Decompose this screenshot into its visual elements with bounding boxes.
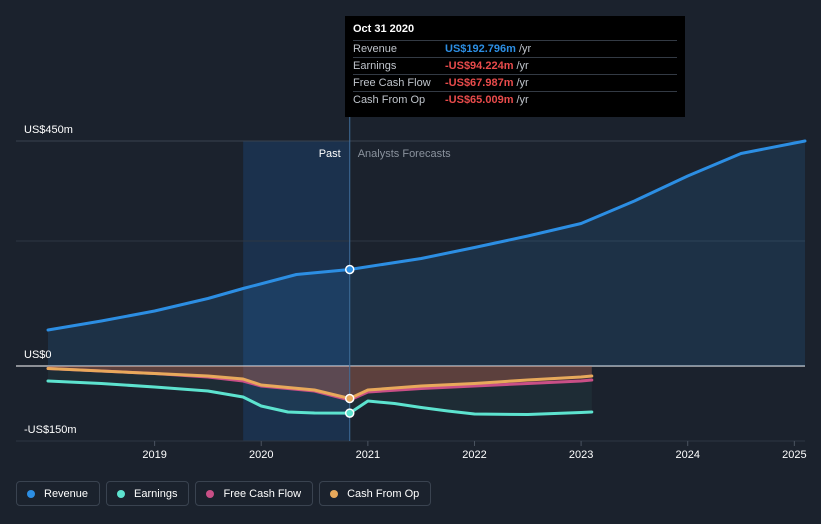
tooltip-row-earnings: Earnings -US$94.224m /yr bbox=[353, 57, 677, 74]
tooltip-row-value: US$192.796m bbox=[445, 43, 516, 55]
legend-label: Revenue bbox=[44, 487, 89, 500]
tooltip-row-cash-from-op: Cash From Op -US$65.009m /yr bbox=[353, 91, 677, 108]
x-tick-label: 2020 bbox=[249, 449, 273, 461]
cash-from-op-line bbox=[46, 367, 594, 400]
tooltip-row-unit: /yr bbox=[516, 60, 529, 72]
x-tick-label: 2022 bbox=[462, 449, 486, 461]
y-axis-label: -US$150m bbox=[24, 424, 77, 436]
tooltip-row-revenue: Revenue US$192.796m /yr bbox=[353, 40, 677, 57]
x-tick-label: 2021 bbox=[356, 449, 380, 461]
x-tick-label: 2019 bbox=[142, 449, 166, 461]
y-axis-label: US$0 bbox=[24, 349, 52, 361]
legend-revenue-button[interactable]: Revenue bbox=[16, 481, 101, 506]
legend-dot-icon bbox=[330, 489, 339, 498]
tooltip-row-unit: /yr bbox=[516, 94, 529, 106]
tooltip-row-unit: /yr bbox=[516, 77, 529, 89]
y-axis-label: US$450m bbox=[24, 124, 73, 136]
legend-label: Free Cash Flow bbox=[223, 487, 302, 500]
tooltip-row-value: -US$94.224m bbox=[445, 60, 514, 72]
legend-dot-icon bbox=[27, 489, 35, 498]
revenue-line bbox=[46, 139, 807, 332]
legend-dot-icon bbox=[206, 489, 215, 498]
legend-dot-icon bbox=[117, 489, 126, 498]
tooltip-row-free-cash-flow: Free Cash Flow -US$67.987m /yr bbox=[353, 74, 677, 91]
legend-earnings-button[interactable]: Earnings bbox=[106, 481, 190, 506]
x-tick-label: 2024 bbox=[675, 449, 699, 461]
earnings-marker bbox=[344, 408, 355, 418]
past-label: Past bbox=[319, 148, 341, 160]
legend-cash-from-op-button[interactable]: Cash From Op bbox=[319, 481, 432, 506]
tooltip-row-label: Cash From Op bbox=[353, 94, 426, 106]
legend-label: Cash From Op bbox=[347, 487, 420, 500]
forecast-label: Analysts Forecasts bbox=[358, 148, 451, 160]
tooltip-row-value: -US$67.987m bbox=[445, 77, 514, 89]
x-tick-label: 2025 bbox=[782, 449, 806, 461]
revenue-area bbox=[48, 141, 805, 366]
x-tick-label: 2023 bbox=[569, 449, 593, 461]
legend: Revenue Earnings Free Cash Flow Cash Fro… bbox=[16, 481, 432, 506]
tooltip-row-label: Revenue bbox=[353, 43, 398, 55]
tooltip: Oct 31 2020 Revenue US$192.796m /yr Earn… bbox=[345, 16, 685, 117]
tooltip-row-label: Free Cash Flow bbox=[353, 77, 431, 89]
tooltip-row-value: -US$65.009m bbox=[445, 94, 514, 106]
tooltip-row-unit: /yr bbox=[518, 43, 532, 55]
highlight-band bbox=[243, 141, 350, 441]
revenue-marker bbox=[344, 264, 355, 275]
tooltip-date: Oct 31 2020 bbox=[353, 23, 415, 35]
legend-free-cash-flow-button[interactable]: Free Cash Flow bbox=[195, 481, 314, 506]
cash-from-op-marker bbox=[344, 393, 355, 404]
tooltip-row-label: Earnings bbox=[353, 60, 397, 72]
legend-label: Earnings bbox=[134, 487, 178, 500]
